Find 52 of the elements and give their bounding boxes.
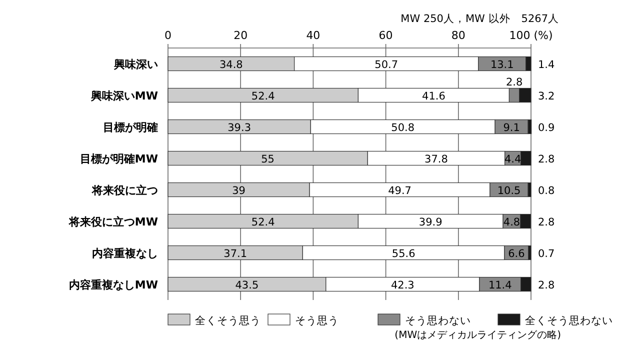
y-tick-label: 内容重複なしMW	[68, 278, 158, 292]
data-label: 39	[232, 184, 246, 197]
data-label: 50.7	[374, 58, 398, 71]
legend-label: 全くそう思わない	[525, 315, 613, 327]
y-tick-label: 目標が明確	[103, 120, 158, 134]
data-label: 49.7	[388, 184, 412, 197]
data-label: 6.6	[508, 248, 526, 260]
data-label: 2.8	[538, 153, 555, 166]
data-label: 0.8	[538, 184, 555, 197]
data-label: 2.8	[538, 279, 555, 292]
x-tick-label: 40	[306, 29, 320, 42]
data-label: 34.8	[219, 58, 243, 71]
legend-label: 全くそう思う	[195, 315, 261, 327]
data-label: 43.5	[235, 279, 259, 292]
y-tick-label: 内容重複なし	[92, 246, 158, 260]
data-label: 4.4	[504, 153, 522, 166]
data-label: 50.8	[391, 122, 415, 134]
data-label: 0.9	[538, 122, 555, 134]
data-label: 2.8	[506, 76, 523, 88]
legend-label: そう思わない	[405, 315, 471, 327]
data-label: 41.6	[422, 90, 446, 102]
text: (MWはメディカルライティングの略)	[394, 330, 562, 341]
data-label: 11.4	[488, 279, 512, 292]
data-label: 42.3	[390, 279, 414, 292]
x-tick-label: 80	[451, 29, 466, 42]
data-label: 52.4	[251, 90, 276, 102]
chart-subtitle: MW 250人，MW 以外 5267人	[400, 12, 559, 25]
data-label: 37.1	[224, 248, 248, 260]
data-label: 4.8	[503, 216, 520, 228]
data-label: 2.8	[538, 216, 555, 228]
legend-label: そう思う	[295, 315, 339, 327]
y-tick-label: 将来役に立つMW	[68, 215, 158, 228]
y-tick-label: 興味深いMW	[90, 89, 158, 102]
data-label: 0.7	[538, 248, 555, 260]
y-tick-label: 将来役に立つ	[91, 184, 158, 197]
x-tick-label: 20	[234, 29, 248, 42]
y-tick-label: 目標が明確MW	[80, 152, 158, 166]
data-label: 10.5	[497, 184, 521, 197]
data-label: 13.1	[490, 58, 514, 71]
data-label: 3.2	[538, 90, 555, 102]
data-label: 39.9	[418, 216, 442, 228]
data-label: 55	[261, 153, 275, 166]
data-label: 1.4	[538, 58, 556, 71]
data-label: 52.4	[251, 216, 276, 228]
x-tick-label: 60	[378, 29, 393, 42]
y-tick-label: 興味深い	[113, 58, 158, 71]
data-label: 37.8	[424, 153, 448, 166]
x-tick-label: 0	[164, 29, 172, 42]
data-label: 9.1	[503, 122, 520, 134]
x-tick-label: 100 (%)	[509, 29, 553, 42]
data-label: 39.3	[228, 122, 252, 134]
data-label: 55.6	[392, 248, 416, 260]
